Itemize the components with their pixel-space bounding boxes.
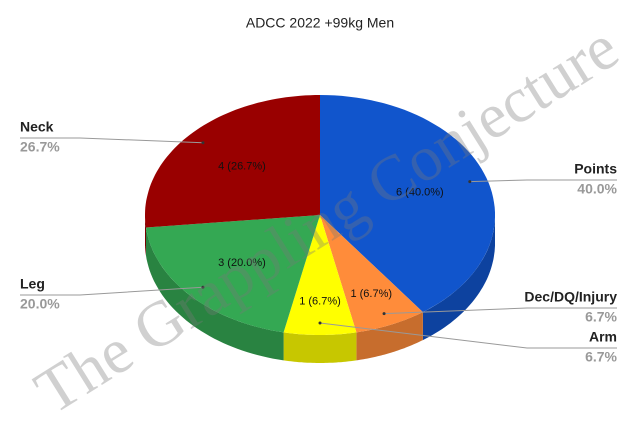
percent-label: 6.7% [585, 349, 617, 365]
value-label: 6 (40.0%) [396, 187, 444, 199]
percent-label: 26.7% [20, 139, 60, 155]
slice-side [356, 312, 423, 361]
category-label: Neck [20, 119, 54, 135]
value-label: 4 (26.7%) [218, 161, 266, 173]
slice-side [283, 332, 357, 363]
value-label: 3 (20.0%) [218, 257, 266, 269]
slice [320, 95, 495, 313]
category-label: Points [574, 161, 617, 177]
category-label: Dec/DQ/Injury [524, 289, 617, 305]
leader-dot [201, 141, 205, 145]
pie-sides [145, 215, 495, 363]
labels: 6 (40.0%) Points 40.0% 1 (6.7%) Dec/DQ/Injur… [20, 119, 618, 365]
value-label: 1 (6.7%) [350, 288, 392, 300]
leader-line [384, 307, 617, 315]
slice-side [422, 215, 495, 341]
chart-title: ADCC 2022 +99kg Men [246, 15, 394, 31]
slice [146, 215, 320, 333]
leader-line [469, 179, 617, 183]
percent-label: 20.0% [20, 296, 60, 312]
leader-dot [468, 180, 472, 184]
leader-line [20, 286, 203, 296]
value-label: 1 (6.7%) [299, 295, 341, 307]
slice [145, 95, 320, 228]
leader-line [20, 137, 203, 144]
slice [320, 215, 423, 333]
leader-line [319, 322, 617, 349]
slice [283, 215, 357, 335]
pie-tops [145, 95, 495, 335]
percent-label: 40.0% [577, 181, 617, 197]
leader-dot [318, 321, 322, 325]
leader-dot [201, 285, 205, 289]
slice-side [145, 215, 146, 256]
leader-dot [382, 312, 386, 316]
category-label: Leg [20, 276, 45, 292]
slice-side [146, 227, 284, 361]
category-label: Arm [589, 329, 617, 345]
percent-label: 6.7% [585, 309, 617, 325]
